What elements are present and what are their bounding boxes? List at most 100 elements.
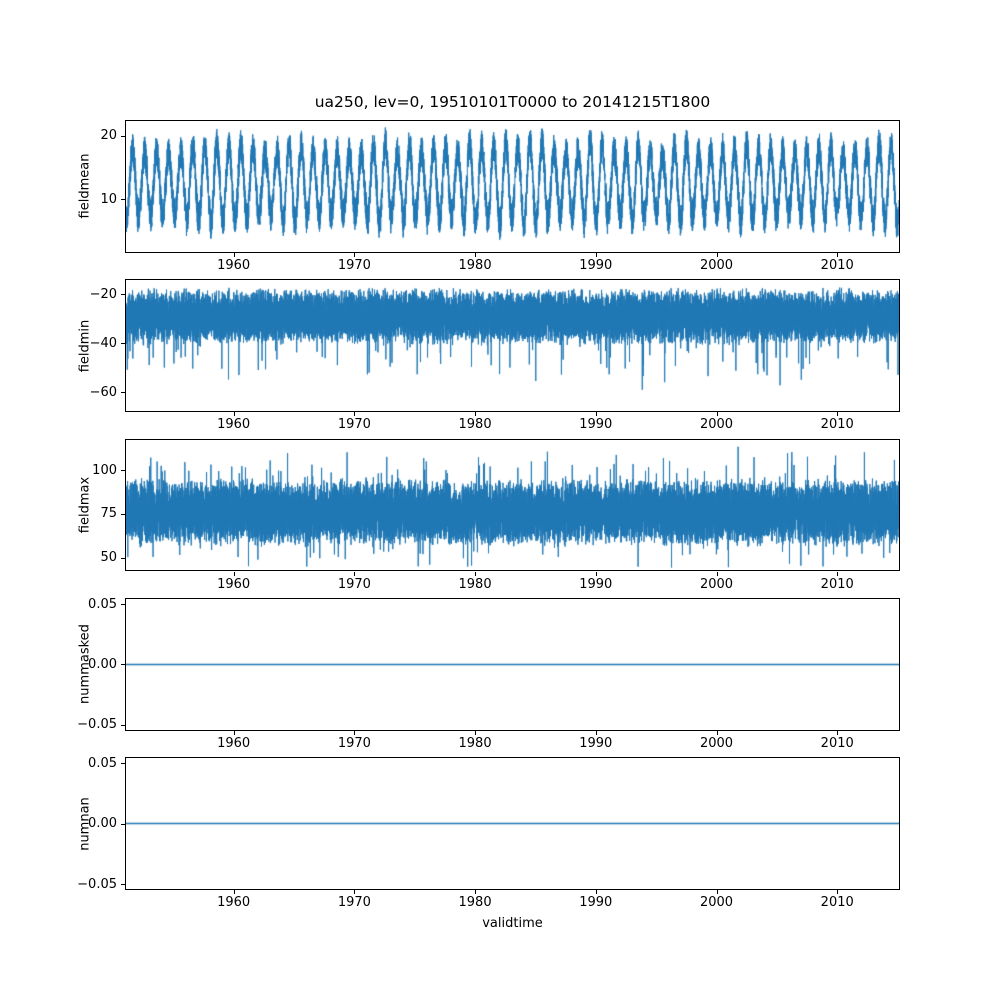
xtick-label: 1980 (458, 895, 492, 911)
ytick-mark (121, 604, 125, 606)
xtick-mark (837, 571, 839, 576)
xtick-mark (233, 412, 235, 417)
xtick-label: 2010 (820, 735, 854, 751)
xtick-label: 2000 (699, 257, 734, 273)
ytick-mark (121, 823, 125, 825)
ytick-label: −0.05 (77, 876, 117, 892)
ytick-mark (121, 884, 125, 886)
xtick-mark (595, 412, 597, 417)
figure-title: ua250, lev=0, 19510101T0000 to 20141215T… (314, 93, 711, 111)
ytick-label: 0.05 (88, 755, 117, 771)
subplot-axes-numnan (125, 757, 900, 891)
ytick-label: 20 (100, 128, 117, 144)
xtick-label: 1990 (579, 417, 613, 433)
xtick-label: 1960 (217, 257, 251, 273)
ytick-mark (121, 724, 125, 726)
xtick-mark (837, 412, 839, 417)
xtick-mark (475, 252, 477, 257)
xtick-label: 1980 (458, 735, 492, 751)
xtick-label: 1970 (337, 735, 371, 751)
xtick-label: 1990 (579, 895, 613, 911)
xtick-mark (475, 730, 477, 735)
xtick-label: 1990 (579, 257, 613, 273)
xtick-label: 2010 (820, 576, 854, 592)
xtick-mark (716, 890, 718, 895)
xtick-label: 1970 (337, 576, 371, 592)
ytick-label: −20 (89, 286, 117, 302)
series-line-nummasked (126, 599, 899, 730)
xtick-label: 2010 (820, 257, 854, 273)
xtick-mark (354, 730, 356, 735)
xtick-label: 1990 (579, 576, 613, 592)
ytick-mark (121, 470, 125, 472)
ytick-mark (121, 294, 125, 296)
xtick-mark (837, 252, 839, 257)
ytick-label: 0.05 (88, 596, 117, 612)
xtick-label: 1970 (337, 417, 371, 433)
subplot-axes-fieldmean (125, 120, 900, 253)
xtick-mark (475, 571, 477, 576)
series-line-numnan (126, 758, 899, 890)
xtick-mark (354, 252, 356, 257)
ytick-label: 0.00 (88, 816, 117, 832)
xtick-label: 2000 (699, 576, 734, 592)
xtick-mark (716, 412, 718, 417)
xtick-label: 1980 (458, 257, 492, 273)
ytick-label: −40 (89, 335, 117, 351)
xtick-label: 1980 (458, 576, 492, 592)
xtick-mark (354, 890, 356, 895)
x-axis-label: validtime (482, 916, 543, 931)
ylabel-fieldmean: fieldmean (77, 153, 93, 219)
ytick-mark (121, 135, 125, 137)
series-line-fieldmin (126, 280, 899, 412)
ytick-label: −0.05 (77, 717, 117, 733)
ytick-label: 10 (100, 191, 117, 207)
xtick-mark (354, 412, 356, 417)
xtick-label: 1960 (217, 735, 251, 751)
xtick-mark (595, 252, 597, 257)
ytick-mark (121, 513, 125, 515)
ytick-label: 0.00 (88, 656, 117, 672)
xtick-label: 1960 (217, 417, 251, 433)
ytick-mark (121, 199, 125, 201)
xtick-mark (233, 890, 235, 895)
subplot-axes-fieldmin (125, 279, 900, 413)
subplot-axes-fieldmax (125, 438, 900, 572)
xtick-label: 2000 (699, 895, 734, 911)
ytick-label: 75 (100, 506, 117, 522)
ytick-label: 100 (92, 462, 117, 478)
xtick-label: 2010 (820, 895, 854, 911)
xtick-label: 1960 (217, 576, 251, 592)
xtick-label: 1970 (337, 895, 371, 911)
xtick-mark (475, 890, 477, 895)
ytick-label: 50 (100, 550, 117, 566)
xtick-mark (716, 252, 718, 257)
ytick-mark (121, 763, 125, 765)
ytick-mark (121, 392, 125, 394)
xtick-label: 1980 (458, 417, 492, 433)
ytick-label: −60 (89, 384, 117, 400)
xtick-mark (595, 571, 597, 576)
xtick-mark (475, 412, 477, 417)
xtick-label: 2010 (820, 417, 854, 433)
xtick-mark (716, 730, 718, 735)
ylabel-fieldmax: fieldmax (77, 476, 93, 534)
series-line-fieldmax (126, 439, 899, 571)
xtick-label: 1990 (579, 735, 613, 751)
ytick-mark (121, 557, 125, 559)
series-line-fieldmean (126, 121, 899, 252)
xtick-mark (716, 571, 718, 576)
xtick-label: 2000 (699, 417, 734, 433)
xtick-mark (233, 571, 235, 576)
xtick-mark (595, 890, 597, 895)
xtick-mark (837, 890, 839, 895)
xtick-mark (837, 730, 839, 735)
ytick-mark (121, 664, 125, 666)
subplot-axes-nummasked (125, 598, 900, 731)
xtick-label: 2000 (699, 735, 734, 751)
xtick-mark (595, 730, 597, 735)
xtick-mark (233, 252, 235, 257)
ytick-mark (121, 343, 125, 345)
xtick-label: 1960 (217, 895, 251, 911)
